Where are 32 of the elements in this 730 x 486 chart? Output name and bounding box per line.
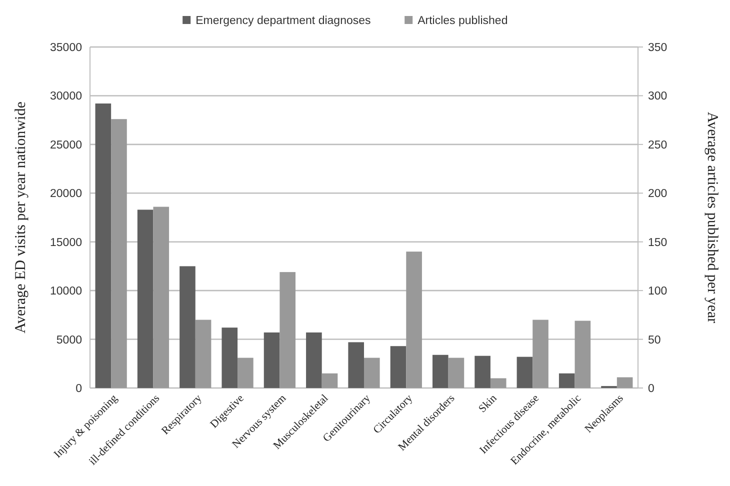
x-tick-label: Skin	[476, 392, 500, 416]
bar	[406, 252, 422, 388]
y2-tick-label: 200	[648, 188, 668, 200]
bar	[474, 356, 490, 388]
bar	[280, 272, 296, 388]
legend-label: Articles published	[418, 15, 508, 28]
bar	[306, 332, 322, 388]
y-tick-label: 10000	[50, 286, 82, 298]
y-axis-title: Average ED visits per year nationwide	[13, 101, 29, 334]
y2-tick-label: 0	[648, 383, 654, 396]
y-tick-label: 25000	[50, 139, 82, 152]
y2-tick-label: 150	[648, 236, 668, 249]
bar	[558, 373, 575, 388]
y-tick-label: 35000	[50, 42, 82, 54]
bar	[322, 373, 338, 388]
y2-tick-label: 350	[648, 42, 668, 54]
legend-label: Emergency department diagnoses	[196, 15, 372, 28]
y2-tick-label: 300	[648, 90, 668, 103]
bar	[532, 320, 548, 388]
y2-axis-title: Average articles published per year	[704, 112, 720, 324]
bar	[574, 320, 591, 388]
y2-tick-label: 50	[648, 334, 661, 346]
bar	[390, 346, 406, 388]
y-tick-label: 5000	[56, 334, 82, 346]
y2-tick-label: 100	[648, 286, 668, 298]
bar	[490, 378, 506, 388]
y-tick-label: 20000	[50, 188, 82, 200]
y-tick-label: 30000	[50, 90, 82, 103]
y-tick-label: 15000	[50, 236, 82, 249]
y-tick-label: 0	[76, 383, 82, 396]
y2-tick-label: 250	[648, 139, 668, 152]
bar	[616, 377, 633, 388]
